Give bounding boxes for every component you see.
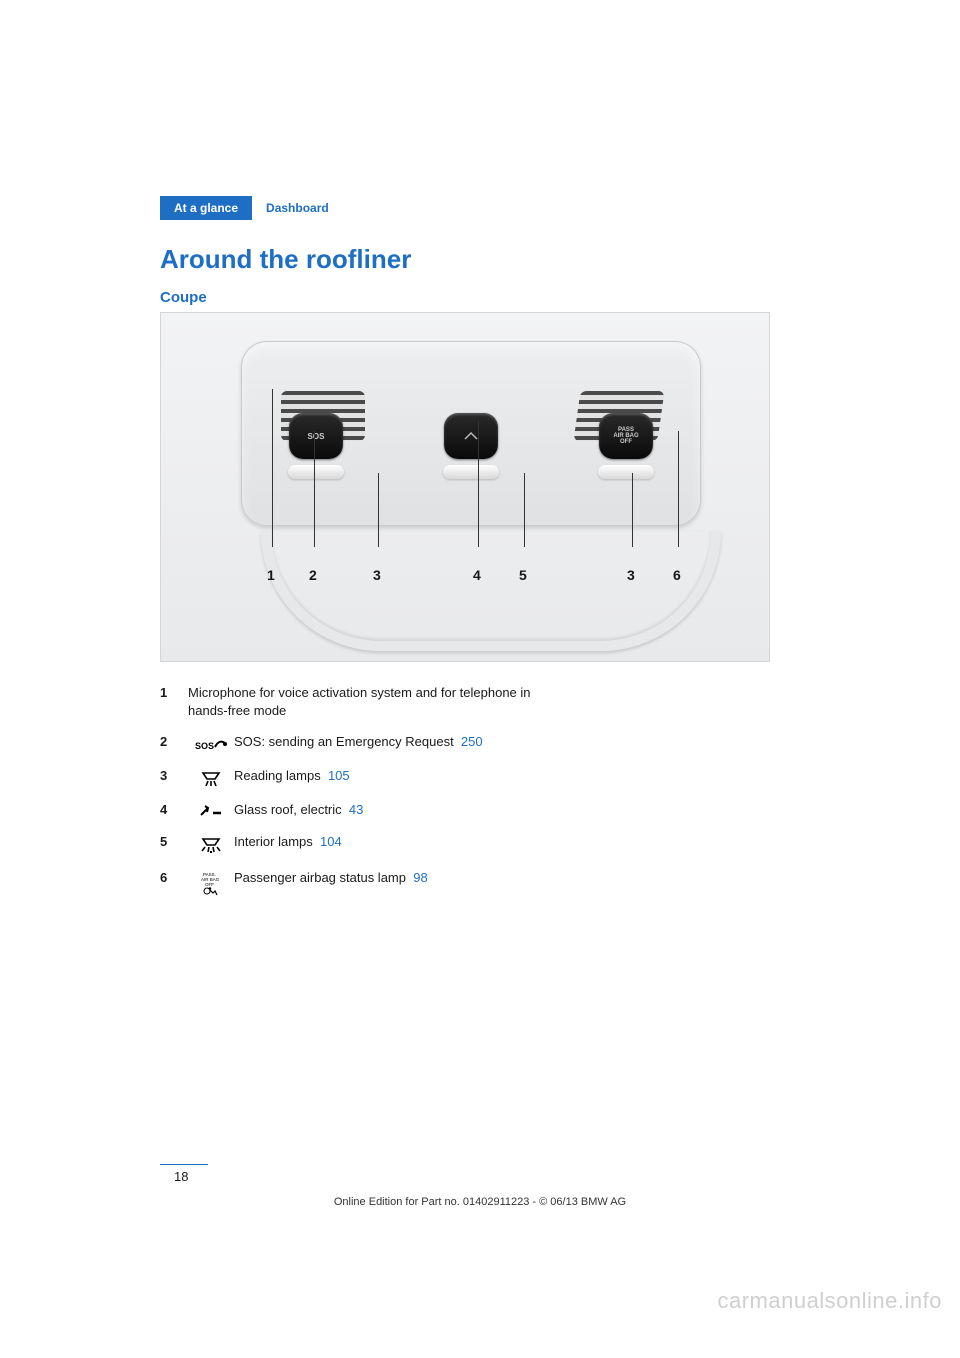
interior-lamp-switch [443,465,499,479]
grab-handle [261,531,721,651]
airbag-label: PASSAIR BAGOFF [613,427,638,445]
legend-item-5: 5 Interior lamps 104 [160,833,540,855]
callout-line [478,421,479,547]
callout-line [272,389,273,547]
legend-item-3: 3 Reading lamps 105 [160,767,540,787]
callout-5: 5 [519,567,527,583]
page-link[interactable]: 105 [328,768,350,783]
callout-6: 6 [673,567,681,583]
legend-number: 5 [160,833,188,855]
callout-4: 4 [473,567,481,583]
callout-line [314,431,315,547]
sos-button: SOS [289,413,343,459]
roofliner-figure: SOS PASSAIR BAGOFF 1 2 3 4 [160,312,770,662]
callout-3: 3 [373,567,381,583]
interior-lamp-icon [188,833,234,855]
watermark: carmanualsonline.info [717,1288,942,1314]
breadcrumb-tabs: At a glance Dashboard [160,196,810,220]
legend-text: Glass roof, electric 43 [234,801,540,819]
figure-legend: 1 Microphone for voice activation system… [160,684,540,897]
callout-line [678,431,679,547]
footer-text: Online Edition for Part no. 01402911223 … [160,1196,800,1208]
legend-item-2: 2 SOS SOS: sending an Emergency Request … [160,733,540,753]
page-number: 18 [174,1169,800,1184]
svg-text:OFF: OFF [205,882,214,887]
section-subtitle: Coupe [160,289,810,306]
footer-rule [160,1164,208,1165]
sos-label: SOS [308,432,325,441]
legend-item-6: 6 PASS. AIR BAG OFF Passenger airbag sta… [160,869,540,897]
callout-line [524,473,525,547]
airbag-icon: PASS. AIR BAG OFF [188,869,234,897]
callout-1: 1 [267,567,275,583]
page-link[interactable]: 43 [349,802,363,817]
reading-lamp-left [288,465,344,479]
sos-icon: SOS [188,733,234,753]
glass-roof-icon [188,801,234,819]
legend-text: SOS: sending an Emergency Request 250 [234,733,540,753]
legend-text: Reading lamps 105 [234,767,540,787]
airbag-status-lamp: PASSAIR BAGOFF [599,413,653,459]
callout-line [378,473,379,547]
legend-label: Reading lamps [234,768,321,783]
legend-number: 1 [160,684,188,719]
tab-dashboard: Dashboard [252,196,343,220]
legend-label: SOS: sending an Emergency Request [234,734,454,749]
legend-text: Microphone for voice activation system a… [188,684,540,719]
svg-text:SOS: SOS [195,741,214,751]
reading-lamp-right [598,465,654,479]
page-link[interactable]: 250 [461,734,483,749]
legend-text: Passenger airbag status lamp 98 [234,869,540,897]
legend-item-4: 4 Glass roof, electric 43 [160,801,540,819]
page-title: Around the roofliner [160,244,810,275]
legend-label: Passenger airbag status lamp [234,870,406,885]
legend-label: Interior lamps [234,834,313,849]
page-footer: 18 Online Edition for Part no. 014029112… [160,1164,800,1208]
legend-number: 2 [160,733,188,753]
airbag-indicator-unit: PASSAIR BAGOFF [591,413,661,479]
roof-switch-unit [436,413,506,479]
glass-roof-switch [444,413,498,459]
callout-3b: 3 [627,567,635,583]
reading-lamp-icon [188,767,234,787]
callout-2: 2 [309,567,317,583]
legend-number: 3 [160,767,188,787]
legend-number: 4 [160,801,188,819]
page-link[interactable]: 98 [413,870,427,885]
legend-label: Glass roof, electric [234,802,342,817]
page-link[interactable]: 104 [320,834,342,849]
callout-line [632,473,633,547]
sos-button-unit: SOS [281,413,351,479]
legend-item-1: 1 Microphone for voice activation system… [160,684,540,719]
legend-text: Interior lamps 104 [234,833,540,855]
legend-number: 6 [160,869,188,897]
tab-at-a-glance: At a glance [160,196,252,220]
